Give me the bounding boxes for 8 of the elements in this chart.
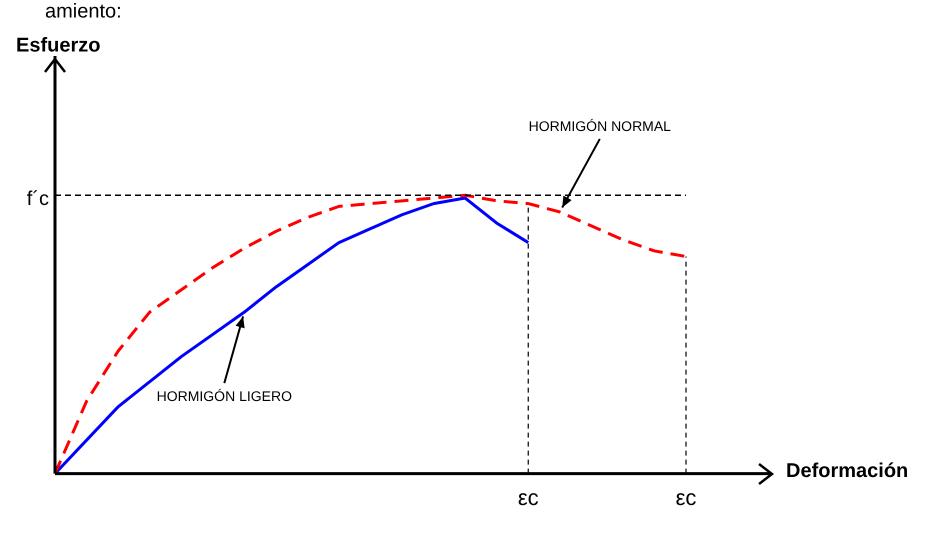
- text: HORMIGÓN NORMAL: [528, 118, 672, 134]
- text: amiento:: [45, 0, 122, 23]
- x-tick-label: εc: [676, 484, 696, 510]
- x-axis-title: Deformación: [786, 460, 908, 482]
- ref-line-label: f´c: [26, 188, 49, 210]
- text: Esfuerzo: [16, 34, 100, 57]
- x-tick-label: εc: [518, 484, 539, 510]
- series-label: HORMIGÓN LIGERO: [156, 388, 292, 404]
